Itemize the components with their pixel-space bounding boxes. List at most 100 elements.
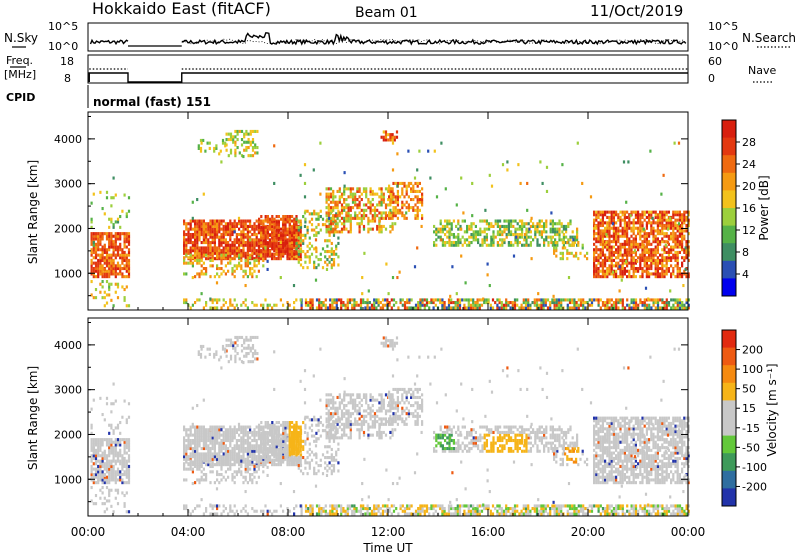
power-cell — [317, 212, 320, 216]
power-cell — [367, 219, 370, 223]
power-cell — [637, 303, 640, 307]
power-cell — [628, 261, 631, 265]
power-cell — [444, 227, 447, 231]
power-cell — [110, 261, 113, 265]
power-cell — [654, 253, 657, 257]
power-cell — [306, 244, 309, 248]
power-cell — [243, 140, 246, 144]
velocity-cell — [92, 478, 95, 482]
power-cell — [108, 217, 111, 221]
power-cell — [593, 269, 596, 273]
power-cell — [185, 261, 188, 265]
power-cell — [198, 224, 201, 228]
power-cell — [553, 301, 556, 305]
power-cell — [362, 208, 366, 212]
power-cell — [123, 296, 126, 300]
power-cell — [347, 208, 350, 212]
power-cell — [116, 220, 120, 224]
power-cell — [116, 285, 120, 289]
velocity-cell — [260, 447, 263, 451]
power-cell — [634, 234, 637, 238]
power-cell — [249, 241, 252, 245]
power-cell — [207, 254, 210, 258]
power-cell — [242, 275, 245, 279]
power-cell — [240, 303, 243, 307]
power-cell — [621, 267, 624, 271]
power-cell — [672, 256, 675, 260]
power-cell — [264, 215, 267, 219]
power-cell — [183, 258, 186, 262]
power-cell — [593, 237, 596, 241]
power-cell — [571, 241, 574, 245]
velocity-cell — [290, 425, 293, 429]
power-cell — [273, 217, 276, 221]
power-cell — [209, 230, 212, 234]
power-cell — [626, 215, 629, 219]
velocity-cell — [94, 473, 98, 477]
power-cell — [597, 224, 600, 228]
power-cell — [543, 222, 546, 226]
power-cell — [256, 146, 259, 150]
power-cell — [561, 254, 564, 258]
power-cell — [229, 258, 232, 262]
power-cell — [253, 249, 256, 253]
power-cell — [654, 264, 657, 268]
power-cell — [435, 233, 438, 237]
velocity-cell — [205, 428, 208, 432]
power-cell — [650, 272, 653, 276]
power-cell — [396, 203, 399, 207]
power-cell — [554, 238, 557, 242]
velocity-cell — [105, 475, 109, 479]
velocity-cell — [101, 470, 104, 474]
power-cell — [569, 222, 572, 226]
velocity-cell — [233, 447, 236, 451]
power-cell — [543, 230, 546, 234]
velocity-cell — [196, 444, 199, 448]
velocity-cell — [262, 449, 265, 453]
velocity-cell — [187, 433, 190, 437]
power-cell — [597, 253, 600, 257]
velocity-cell — [218, 455, 221, 459]
power-cell — [215, 144, 218, 148]
power-cell — [387, 138, 390, 142]
power-cell — [637, 215, 640, 219]
power-cell — [593, 224, 596, 228]
power-cell — [656, 213, 659, 217]
power-cell — [108, 267, 111, 271]
power-cell — [478, 303, 481, 307]
power-cell — [608, 210, 611, 214]
power-cell — [656, 269, 659, 273]
power-cell — [610, 221, 613, 225]
power-cell — [659, 224, 662, 228]
power-cell — [661, 215, 664, 219]
power-cell — [200, 272, 203, 276]
power-cell — [367, 222, 370, 226]
power-cell — [101, 267, 104, 271]
power-cell — [501, 243, 504, 247]
power-cell — [123, 256, 126, 260]
power-cell — [207, 230, 210, 234]
power-cell — [343, 208, 346, 212]
velocity-cell — [127, 478, 131, 482]
power-cell — [554, 241, 557, 245]
power-cell — [576, 141, 579, 145]
velocity-cell — [264, 441, 267, 445]
power-cell — [360, 198, 363, 202]
power-cell — [262, 258, 265, 262]
power-cell — [399, 211, 402, 215]
velocity-cell — [246, 457, 249, 461]
power-cell — [121, 250, 124, 254]
power-cell — [452, 219, 455, 223]
power-cell — [295, 255, 298, 259]
power-cell — [608, 240, 611, 244]
power-cell — [251, 233, 254, 237]
velocity-cell — [114, 399, 117, 403]
velocity-cell — [108, 488, 111, 492]
power-cell — [231, 267, 234, 271]
power-cell — [209, 257, 212, 261]
power-colorbar-label-tick: 12 — [742, 224, 756, 237]
power-cell — [557, 306, 561, 310]
power-cell — [663, 218, 666, 222]
power-cell — [229, 246, 232, 250]
power-cell — [601, 301, 605, 305]
